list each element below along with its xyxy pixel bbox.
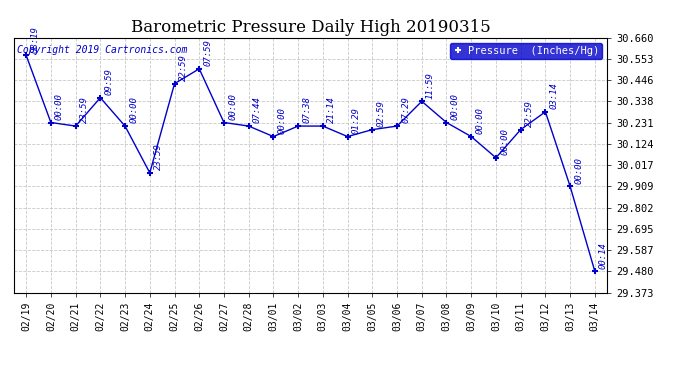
Text: 07:38: 07:38: [302, 96, 311, 123]
Text: 00:00: 00:00: [574, 157, 583, 183]
Text: 01:29: 01:29: [352, 107, 361, 134]
Text: 23:59: 23:59: [154, 143, 163, 170]
Text: 00:14: 00:14: [599, 242, 608, 268]
Title: Barometric Pressure Daily High 20190315: Barometric Pressure Daily High 20190315: [130, 19, 491, 36]
Text: 11:59: 11:59: [426, 72, 435, 99]
Text: 00:00: 00:00: [55, 93, 64, 120]
Legend: Pressure  (Inches/Hg): Pressure (Inches/Hg): [450, 43, 602, 59]
Text: 03:14: 03:14: [549, 82, 558, 109]
Text: 21:14: 21:14: [327, 96, 336, 123]
Text: 00:00: 00:00: [129, 96, 138, 123]
Text: 22:59: 22:59: [179, 54, 188, 81]
Text: 07:29: 07:29: [401, 96, 410, 123]
Text: 00:00: 00:00: [500, 128, 509, 155]
Text: 08:19: 08:19: [30, 26, 39, 53]
Text: 00:00: 00:00: [277, 107, 286, 134]
Text: 02:59: 02:59: [377, 100, 386, 127]
Text: 00:00: 00:00: [475, 107, 484, 134]
Text: 00:00: 00:00: [228, 93, 237, 120]
Text: 22:59: 22:59: [525, 100, 534, 127]
Text: Copyright 2019 Cartronics.com: Copyright 2019 Cartronics.com: [17, 45, 187, 55]
Text: 07:59: 07:59: [204, 39, 213, 66]
Text: 07:44: 07:44: [253, 96, 262, 123]
Text: 23:59: 23:59: [80, 96, 89, 123]
Text: 09:59: 09:59: [104, 68, 113, 95]
Text: 00:00: 00:00: [451, 93, 460, 120]
